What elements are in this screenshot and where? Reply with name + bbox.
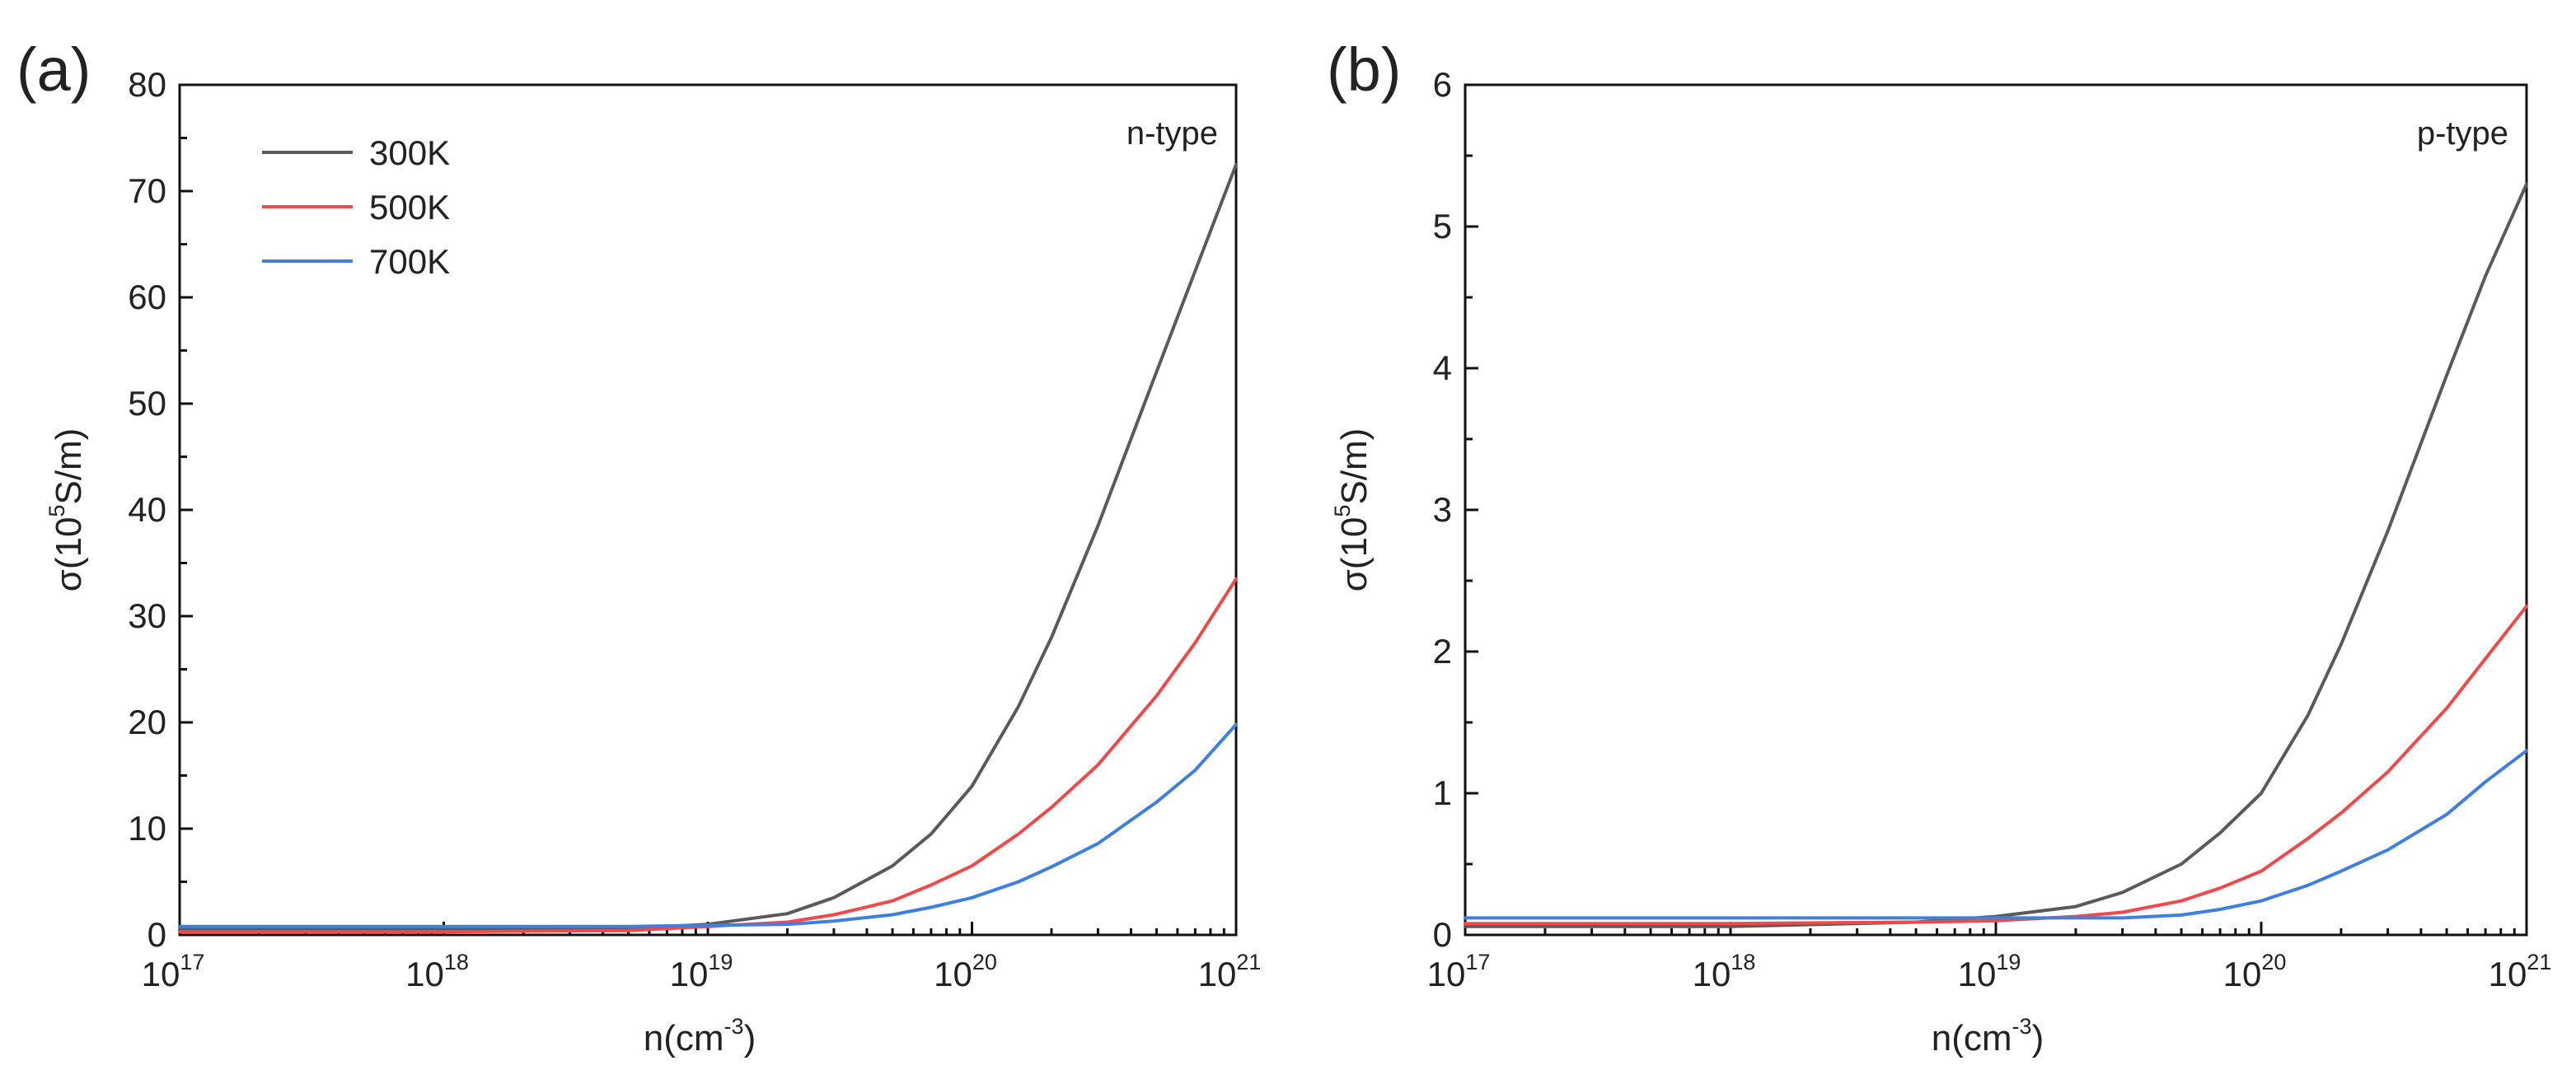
x-tick-base: 10 [670, 955, 709, 993]
y-tick-label: 2 [1433, 632, 1452, 670]
y-axis-title: σ(105S/m) [1330, 428, 1375, 592]
x-tick-exponent: 18 [444, 950, 469, 974]
x-tick-base: 10 [142, 955, 180, 993]
y-axis-title-main: σ(10 [1334, 517, 1375, 592]
type-annotation: n-type [1126, 115, 1218, 152]
x-axis-title-main: n(cm [644, 1018, 724, 1058]
y-tick-label: 0 [148, 915, 166, 954]
x-tick-base: 10 [2489, 955, 2527, 993]
x-tick-exponent: 20 [972, 950, 997, 974]
x-tick-label: 1020 [2223, 950, 2287, 993]
series-line-500K [1464, 605, 2528, 926]
series-line-700K [178, 722, 1238, 928]
y-tick-label: 80 [128, 65, 166, 104]
y-axis-title-main: σ(10 [49, 517, 89, 592]
x-tick-exponent: 17 [1465, 950, 1490, 974]
y-tick-label: 6 [1433, 65, 1452, 104]
y-axis-title-tail: S/m) [1334, 428, 1375, 505]
x-axis-title: n(cm-3) [644, 1014, 756, 1058]
x-tick-exponent: 19 [1996, 950, 2021, 974]
y-axis-title-tail: S/m) [49, 428, 89, 505]
x-tick-label: 1017 [142, 950, 205, 993]
y-tick-label: 20 [128, 703, 166, 741]
legend: 300K 500K 700K [262, 133, 450, 281]
y-tick-label: 40 [128, 490, 166, 529]
x-tick-exponent: 21 [2527, 950, 2551, 974]
x-tick-exponent: 19 [708, 950, 733, 974]
x-axis-title-main: n(cm [1932, 1018, 2012, 1058]
series-line-700K [1464, 749, 2528, 920]
x-tick-label: 1018 [405, 950, 469, 993]
x-tick-label: 1019 [670, 950, 733, 993]
x-tick-exponent: 21 [1236, 950, 1261, 974]
series-line-300K [1464, 182, 2528, 928]
x-tick-exponent: 18 [1731, 950, 1755, 974]
series-line-500K [178, 577, 1238, 934]
legend-label: 300K [369, 133, 450, 172]
x-tick-label: 1021 [2489, 950, 2552, 993]
x-tick-base: 10 [1958, 955, 1997, 993]
x-tick-label: 1017 [1427, 950, 1491, 993]
x-tick-base: 10 [2223, 955, 2262, 993]
x-tick-base: 10 [405, 955, 444, 993]
y-tick-label: 0 [1433, 915, 1452, 954]
x-tick-label: 1020 [934, 950, 997, 993]
x-tick-label: 1021 [1198, 950, 1262, 993]
legend-label: 700K [369, 242, 450, 281]
y-tick-label: 70 [128, 171, 166, 210]
y-tick-label: 50 [128, 384, 166, 423]
panel-label: (a) [16, 35, 91, 104]
y-axis-title-exponent: 5 [44, 505, 69, 517]
y-tick-label: 60 [128, 278, 166, 316]
x-tick-exponent: 20 [2261, 950, 2286, 974]
legend-label: 500K [369, 188, 450, 227]
plot-frame [178, 83, 1238, 937]
series-line-300K [178, 162, 1238, 932]
x-tick-base: 10 [1198, 955, 1237, 993]
plot-frame [1464, 83, 2528, 937]
x-axis-title: n(cm-3) [1932, 1014, 2044, 1058]
x-tick-base: 10 [934, 955, 972, 993]
x-axis-title-close: ) [744, 1018, 756, 1058]
type-annotation: p-type [2417, 115, 2508, 152]
x-tick-exponent: 17 [180, 950, 204, 974]
x-tick-base: 10 [1693, 955, 1731, 993]
y-tick-label: 4 [1433, 348, 1452, 387]
y-axis-title: σ(105S/m) [44, 428, 89, 592]
y-axis-title-exponent: 5 [1330, 505, 1355, 517]
x-axis-title-exponent: -3 [2012, 1014, 2032, 1039]
y-tick-label: 3 [1433, 490, 1452, 529]
panel-label: (b) [1327, 35, 1401, 104]
y-tick-label: 10 [128, 809, 166, 848]
y-tick-label: 30 [128, 596, 166, 635]
x-tick-label: 1019 [1958, 950, 2021, 993]
x-axis-title-exponent: -3 [724, 1014, 744, 1039]
x-axis-title-close: ) [2032, 1018, 2044, 1058]
y-tick-label: 5 [1433, 207, 1452, 245]
x-tick-label: 1018 [1693, 950, 1756, 993]
y-tick-label: 1 [1433, 773, 1452, 812]
x-tick-base: 10 [1427, 955, 1466, 993]
